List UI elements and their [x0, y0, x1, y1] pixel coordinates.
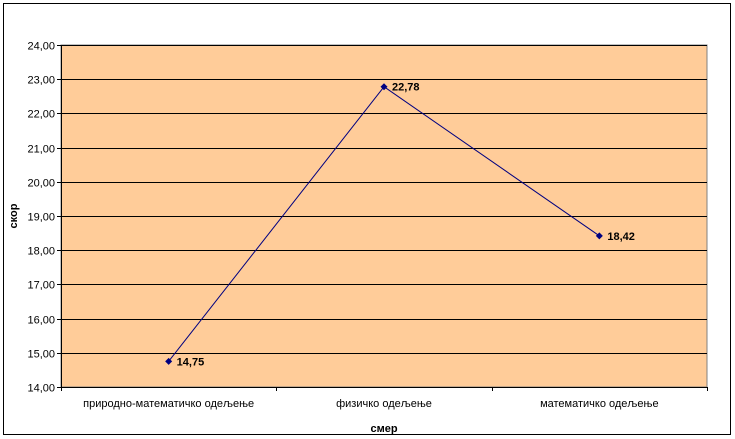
y-tick-label: 23,00 — [27, 75, 55, 87]
data-label: 14,75 — [177, 356, 205, 368]
x-tick-label: природно-математичко одељење — [83, 398, 254, 410]
y-tick-label: 14,00 — [27, 383, 55, 395]
data-markers — [165, 83, 603, 365]
y-tick-label: 22,00 — [27, 109, 55, 121]
x-tick-label: физичко одељење — [336, 398, 432, 410]
gridlines — [61, 45, 707, 388]
data-label: 22,78 — [392, 82, 420, 94]
y-tick-label: 15,00 — [27, 349, 55, 361]
y-tick-label: 17,00 — [27, 280, 55, 292]
y-axis-tick-labels: 14,00 15,00 16,00 17,00 18,00 19,00 20,00 21,00… — [27, 41, 61, 395]
data-point-marker — [380, 83, 388, 91]
data-labels: 14,75 22,78 18,42 — [177, 82, 635, 369]
x-tick-label: математичко одељење — [540, 398, 659, 410]
x-axis-title: смер — [370, 423, 397, 435]
y-tick-label: 24,00 — [27, 41, 55, 53]
data-label: 18,42 — [607, 231, 635, 243]
y-tick-label: 16,00 — [27, 315, 55, 327]
x-axis-tick-labels: природно-математичко одељење физичко одељ… — [61, 387, 708, 410]
y-tick-label: 20,00 — [27, 178, 55, 190]
y-tick-label: 19,00 — [27, 212, 55, 224]
data-point-marker — [595, 232, 603, 240]
data-point-marker — [165, 357, 173, 365]
y-axis-title: скор — [8, 203, 20, 228]
y-tick-label: 21,00 — [27, 144, 55, 156]
y-tick-label: 18,00 — [27, 246, 55, 258]
